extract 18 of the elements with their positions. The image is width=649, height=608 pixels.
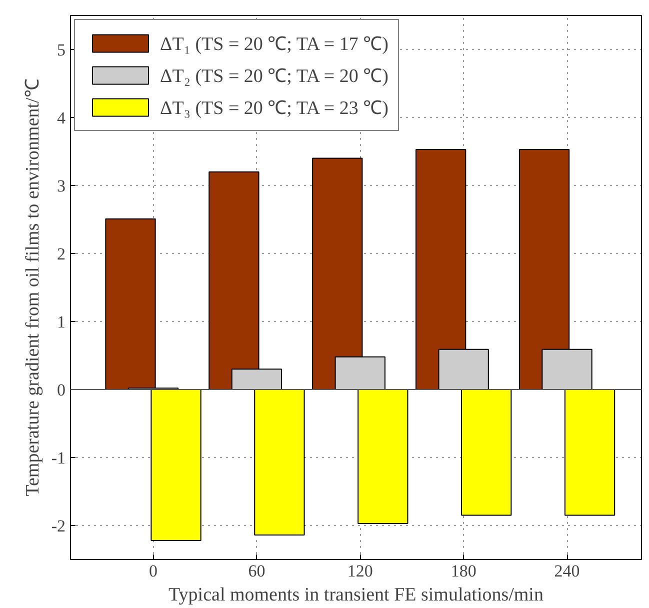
y-tick-label: 4 (57, 108, 66, 128)
legend-label: ΔT₂ (TS = 20 ℃; TA = 20 ℃) (160, 65, 388, 88)
y-axis-title: Temperature gradient from oil films to environment/℃ (22, 78, 44, 496)
y-tick-label: 2 (57, 244, 66, 264)
legend-label: ΔT₁ (TS = 20 ℃; TA = 17 ℃) (160, 33, 388, 56)
y-tick-label: -1 (51, 448, 66, 468)
y-tick-label: -2 (51, 516, 66, 536)
x-tick-label: 240 (554, 562, 580, 580)
y-tick-label: 0 (57, 380, 66, 400)
x-axis-title: Typical moments in transient FE simulations/min (168, 584, 544, 606)
y-tick-label: 5 (57, 40, 66, 60)
x-tick-label: 120 (347, 562, 373, 580)
x-tick-label: 0 (149, 562, 158, 580)
y-tick-label: 3 (57, 176, 66, 196)
y-tick-label: 1 (57, 312, 66, 332)
legend-label: ΔT₃ (TS = 20 ℃; TA = 23 ℃) (160, 97, 388, 120)
x-tick-label: 60 (248, 562, 266, 580)
x-tick-label: 180 (450, 562, 476, 580)
